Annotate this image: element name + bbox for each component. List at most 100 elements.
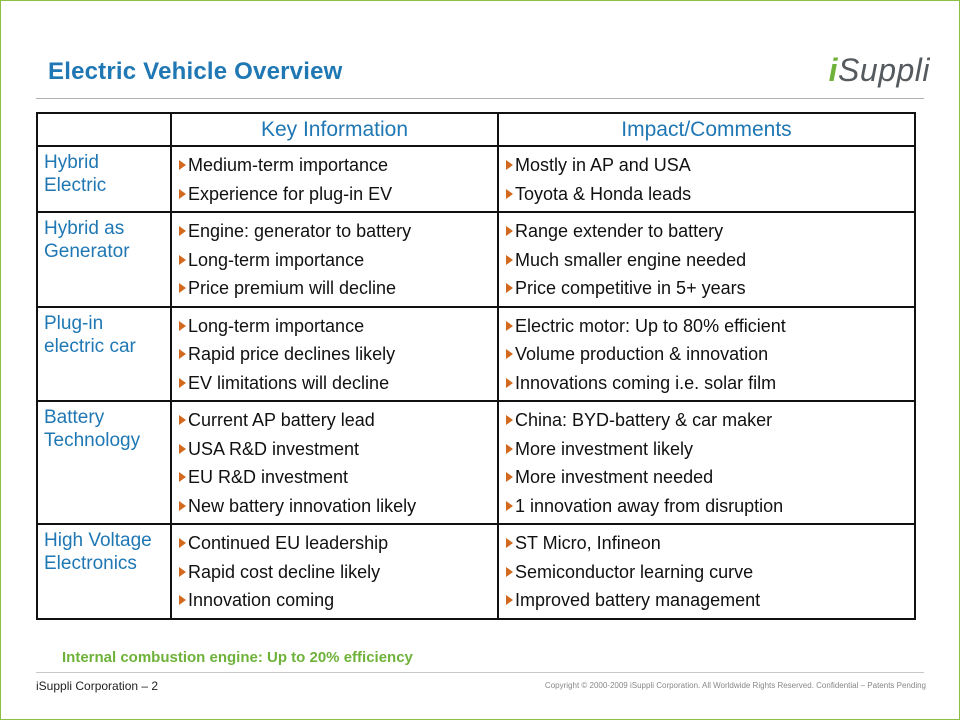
list-item: Long-term importance (178, 312, 491, 341)
list-item: 1 innovation away from disruption (505, 492, 908, 521)
bullet-text: Innovations coming i.e. solar film (515, 372, 777, 393)
list-item: EV limitations will decline (178, 369, 491, 398)
bullet-list: China: BYD-battery & car maker More inves… (505, 406, 908, 520)
overview-table: Key Information Impact/Comments Hybrid E… (36, 112, 916, 620)
bullet-arrow-icon (179, 283, 186, 293)
bullet-text: Range extender to battery (515, 221, 724, 241)
bullet-text: New battery innovation likely (188, 495, 417, 516)
bullet-arrow-icon (506, 377, 513, 388)
bullet-arrow-icon (506, 283, 513, 293)
list-item: Price premium will decline (178, 274, 491, 303)
bullet-text: China: BYD-battery & car maker (515, 410, 773, 430)
bullet-text: Mostly in AP and USA (515, 155, 691, 175)
bullet-text: Electric motor: Up to 80% efficient (515, 315, 786, 336)
list-item: Mostly in AP and USA (505, 151, 908, 180)
key-info-cell: Engine: generator to battery Long-term im… (170, 211, 499, 308)
footer-copyright: Copyright © 2000-2009 iSuppli Corporatio… (544, 681, 926, 690)
logo-text: Suppli (838, 52, 930, 88)
list-item: New battery innovation likely (178, 492, 491, 521)
bullet-text: USA R&D investment (188, 438, 360, 459)
list-item: Long-term importance (178, 246, 491, 275)
bullet-list: Medium-term importance Experience for plu… (178, 151, 491, 208)
table-row: Plug-in electric car Long-term importance… (36, 305, 916, 402)
list-item: Current AP battery lead (178, 406, 491, 435)
list-item: More investment likely (505, 435, 908, 464)
bullet-list: Current AP battery lead USA R&D investmen… (178, 406, 491, 520)
bullet-text: Rapid cost decline likely (188, 561, 381, 582)
list-item: USA R&D investment (178, 435, 491, 464)
impact-cell: Electric motor: Up to 80% efficient Volum… (497, 305, 916, 402)
bullet-text: EV limitations will decline (188, 372, 390, 393)
row-category: High Voltage Electronics (36, 523, 172, 620)
bullet-arrow-icon (506, 160, 513, 170)
list-item: Range extender to battery (505, 217, 908, 246)
list-item: ST Micro, Infineon (505, 529, 908, 558)
table-row: Hybrid as Generator Engine: generator to … (36, 211, 916, 308)
table-body: Hybrid Electric Medium-term importance Exp… (36, 145, 916, 620)
table-row: High Voltage Electronics Continued EU lea… (36, 523, 916, 620)
bullet-text: Long-term importance (188, 249, 365, 270)
bullet-arrow-icon (506, 538, 513, 548)
impact-cell: Mostly in AP and USA Toyota & Honda leads (497, 145, 916, 213)
list-item: Rapid cost decline likely (178, 558, 491, 587)
bullet-text: More investment likely (515, 438, 694, 459)
header-impact-comments: Impact/Comments (497, 112, 916, 147)
efficiency-note: Internal combustion engine: Up to 20% ef… (62, 649, 413, 666)
list-item: Continued EU leadership (178, 529, 491, 558)
bullet-text: Long-term importance (188, 315, 365, 336)
bullet-arrow-icon (506, 566, 513, 577)
bullet-text: Semiconductor learning curve (515, 561, 754, 582)
bullet-text: More investment needed (515, 467, 714, 487)
bullet-text: Medium-term importance (188, 155, 389, 175)
bullet-arrow-icon (506, 500, 513, 511)
footer-page-label: iSuppli Corporation – 2 (36, 679, 159, 693)
bullet-arrow-icon (179, 349, 186, 359)
table-row: Hybrid Electric Medium-term importance Exp… (36, 145, 916, 213)
impact-cell: China: BYD-battery & car maker More inves… (497, 400, 916, 525)
table-row: Battery Technology Current AP battery lea… (36, 400, 916, 525)
key-info-cell: Continued EU leadership Rapid cost declin… (170, 523, 499, 620)
list-item: EU R&D investment (178, 463, 491, 492)
list-item: Innovations coming i.e. solar film (505, 369, 908, 398)
bullet-text: Much smaller engine needed (515, 249, 747, 270)
list-item: Experience for plug-in EV (178, 180, 491, 209)
row-category: Hybrid Electric (36, 145, 172, 213)
bullet-arrow-icon (179, 320, 186, 331)
list-item: Much smaller engine needed (505, 246, 908, 275)
list-item: Rapid price declines likely (178, 340, 491, 369)
key-info-cell: Medium-term importance Experience for plu… (170, 145, 499, 213)
impact-cell: Range extender to battery Much smaller en… (497, 211, 916, 308)
header-key-information: Key Information (170, 112, 499, 147)
bullet-text: Toyota & Honda leads (515, 183, 692, 204)
table-header-row: Key Information Impact/Comments (36, 112, 916, 147)
bullet-text: Current AP battery lead (188, 410, 375, 430)
list-item: Volume production & innovation (505, 340, 908, 369)
bullet-text: Innovation coming (188, 590, 335, 610)
header-empty (36, 112, 172, 147)
list-item: Medium-term importance (178, 151, 491, 180)
logo-i: i (828, 52, 839, 88)
bullet-arrow-icon (179, 472, 186, 482)
bullet-arrow-icon (506, 349, 513, 359)
list-item: China: BYD-battery & car maker (505, 406, 908, 435)
bullet-text: Continued EU leadership (188, 533, 389, 553)
bullet-list: Long-term importance Rapid price declines… (178, 312, 491, 398)
bullet-arrow-icon (506, 188, 513, 199)
bullet-text: Engine: generator to battery (188, 221, 412, 241)
key-info-cell: Long-term importance Rapid price declines… (170, 305, 499, 402)
bullet-arrow-icon (179, 443, 186, 454)
bullet-arrow-icon (179, 566, 186, 577)
impact-cell: ST Micro, Infineon Semiconductor learning… (497, 523, 916, 620)
list-item: Toyota & Honda leads (505, 180, 908, 209)
bullet-arrow-icon (179, 160, 186, 170)
bullet-arrow-icon (506, 415, 513, 425)
bullet-arrow-icon (179, 500, 186, 511)
list-item: Engine: generator to battery (178, 217, 491, 246)
bullet-arrow-icon (179, 377, 186, 388)
bullet-arrow-icon (179, 538, 186, 548)
bullet-text: EU R&D investment (188, 467, 349, 487)
isuppli-logo: iSuppli (829, 52, 930, 89)
title-divider (36, 98, 924, 99)
bullet-arrow-icon (506, 595, 513, 605)
bullet-text: ST Micro, Infineon (515, 533, 661, 553)
